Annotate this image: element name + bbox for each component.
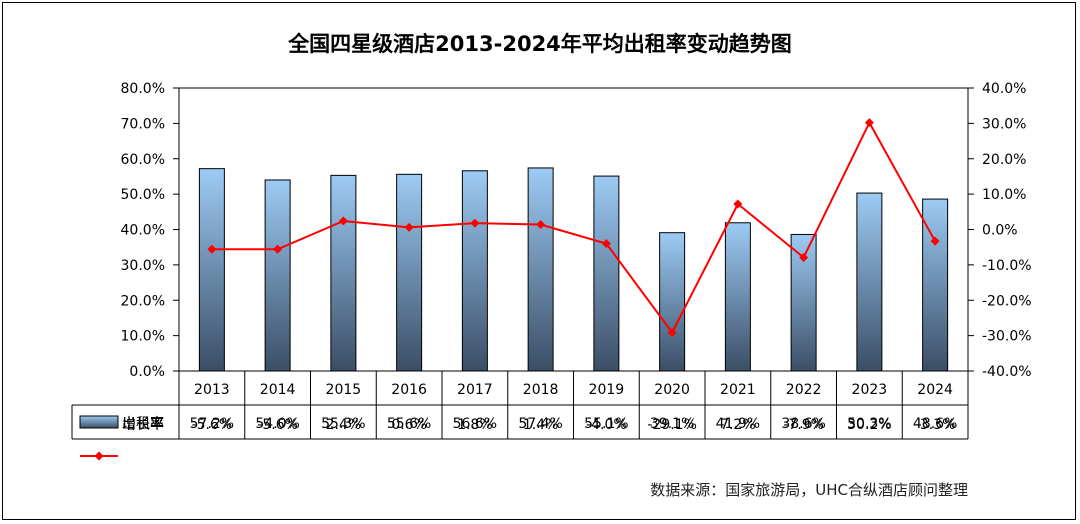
y-tick-label: 20.0% <box>121 293 165 309</box>
data-label-growth: -5.6% <box>192 417 233 433</box>
data-label-growth: 0.6% <box>391 417 427 433</box>
growth-marker <box>338 216 348 226</box>
y-tick-label: 0.0% <box>129 364 165 380</box>
growth-marker <box>470 218 480 228</box>
growth-marker <box>601 239 611 249</box>
bar <box>593 175 620 372</box>
x-tick-label: 2013 <box>194 382 230 398</box>
x-tick-label: 2019 <box>589 382 625 398</box>
plot-area <box>178 87 969 372</box>
bar <box>659 232 686 372</box>
data-label-growth: 30.2% <box>847 417 891 433</box>
legend-label-occupancy: 出租率 <box>122 415 164 432</box>
y-tick-label: 70.0% <box>121 116 165 132</box>
y-tick-label: 10.0% <box>121 329 165 345</box>
x-tick-label: 2018 <box>523 382 559 398</box>
y2-tick-label: 0.0% <box>982 223 1018 239</box>
bar <box>264 179 291 372</box>
y2-tick-label: -40.0% <box>982 364 1032 380</box>
data-label-growth: 2.4% <box>326 417 362 433</box>
growth-marker <box>864 118 874 128</box>
y2-tick-label: 10.0% <box>982 187 1026 203</box>
growth-marker <box>404 222 414 232</box>
legend-marker-icon <box>94 451 104 461</box>
y2-tick-label: -30.0% <box>982 329 1032 345</box>
y-tick-label: 60.0% <box>121 152 165 168</box>
y-tick-label: 40.0% <box>121 223 165 239</box>
x-tick-label: 2017 <box>457 382 493 398</box>
bar <box>396 173 423 372</box>
data-label-occupancy: 38.6% <box>781 416 825 432</box>
data-label-occupancy: 55.6% <box>387 416 431 432</box>
data-label-growth: -29.1% <box>647 417 697 433</box>
y2-tick-label: -10.0% <box>982 258 1032 274</box>
data-label-growth: -5.6% <box>257 417 298 433</box>
y2-tick-label: -20.0% <box>982 293 1032 309</box>
y-tick-label: 30.0% <box>121 258 165 274</box>
data-label-growth: -4.0% <box>586 417 627 433</box>
x-tick-label: 2022 <box>786 382 822 398</box>
y2-tick-label: 30.0% <box>982 116 1026 132</box>
bar <box>724 222 751 372</box>
data-label-occupancy: 39.1% <box>650 416 694 432</box>
x-tick-label: 2023 <box>852 382 888 398</box>
growth-marker <box>930 236 940 246</box>
legend-label-growth: 增长率 <box>122 416 164 433</box>
data-label-growth: -3.3% <box>915 417 956 433</box>
x-tick-label: 2015 <box>326 382 362 398</box>
data-label-occupancy: 57.4% <box>518 416 562 432</box>
chart-title: 全国四星级酒店2013-2024年平均出租率变动趋势图 <box>288 32 792 56</box>
data-label-occupancy: 55.1% <box>584 416 628 432</box>
data-label-growth: 1.4% <box>523 417 559 433</box>
data-label-occupancy: 55.3% <box>321 416 365 432</box>
data-label-growth: -7.9% <box>783 417 824 433</box>
data-label-occupancy: 56.6% <box>453 416 497 432</box>
data-label-growth: 1.8% <box>457 417 493 433</box>
y2-tick-label: 20.0% <box>982 152 1026 168</box>
data-label-occupancy: 57.2% <box>190 416 234 432</box>
growth-line <box>211 120 936 335</box>
x-tick-label: 2020 <box>654 382 690 398</box>
growth-marker <box>273 244 283 254</box>
data-label-occupancy: 41.9% <box>716 416 760 432</box>
source-note: 数据来源：国家旅游局，UHC合纵酒店顾问整理 <box>650 481 968 499</box>
data-label-occupancy: 50.3% <box>847 416 891 432</box>
growth-marker <box>667 327 677 337</box>
growth-marker <box>207 244 217 254</box>
data-label-growth: 7.2% <box>720 417 756 433</box>
growth-marker <box>799 252 809 262</box>
bar <box>527 167 554 372</box>
growth-marker <box>536 220 546 230</box>
x-tick-label: 2021 <box>720 382 756 398</box>
growth-marker <box>733 199 743 209</box>
y-tick-label: 80.0% <box>121 81 165 97</box>
bar <box>198 168 225 372</box>
y-tick-label: 50.0% <box>121 187 165 203</box>
bar <box>461 170 488 372</box>
data-label-occupancy: 48.6% <box>913 416 957 432</box>
legend-bar-icon <box>79 415 119 429</box>
x-tick-label: 2024 <box>917 382 953 398</box>
data-label-occupancy: 54.0% <box>255 416 299 432</box>
x-tick-label: 2014 <box>260 382 296 398</box>
x-tick-label: 2016 <box>391 382 427 398</box>
bar <box>856 192 883 372</box>
bar <box>330 174 357 372</box>
y2-tick-label: 40.0% <box>982 81 1026 97</box>
